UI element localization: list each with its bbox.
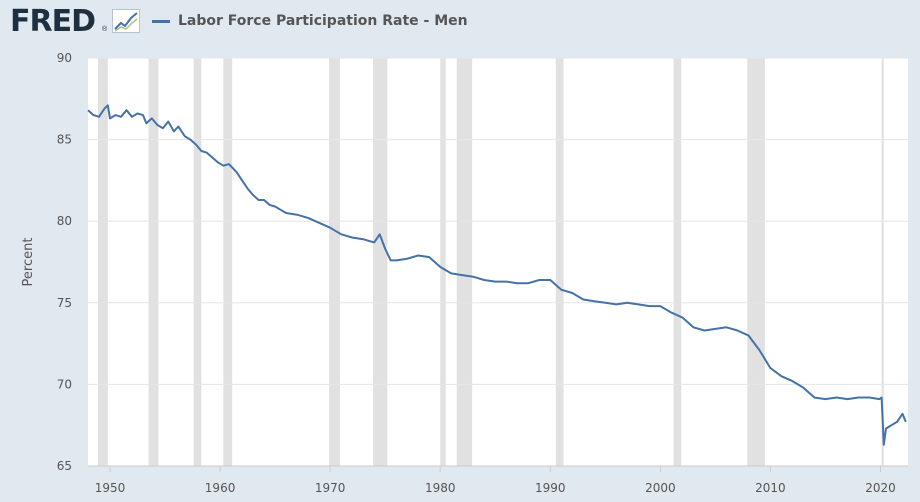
recession-band [148,58,159,466]
y-axis-label: Percent [21,238,36,287]
recession-band [456,58,473,466]
series-layer [87,104,907,446]
y-tick-label: 80 [57,214,72,228]
recession-band [440,58,446,466]
fred-logo[interactable]: FRED [10,4,96,40]
legend-swatch [152,19,170,23]
x-tick-label: 1960 [205,481,236,495]
recession-band [97,58,108,466]
x-tick-label: 1970 [315,481,346,495]
header: FRED ® Labor Force Participation Rate - … [0,0,920,44]
legend-label: Labor Force Participation Rate - Men [178,13,468,29]
x-tick-label: 1950 [95,481,126,495]
y-tick-label: 75 [57,296,72,310]
x-tick-label: 1980 [425,481,456,495]
recession-bands [97,58,884,466]
recession-band [373,58,388,466]
recession-band [223,58,233,466]
series-line[interactable] [87,104,907,446]
gridlines [88,57,908,467]
recession-band [673,58,682,466]
x-axis-ticks: 1950 1960 1970 1980 1990 2000 2010 2020 [95,466,896,495]
recession-band [329,58,341,466]
recession-band [193,58,202,466]
logo-text: FRED [10,4,96,39]
x-tick-label: 2000 [645,481,676,495]
x-tick-label: 2020 [865,481,896,495]
y-tick-label: 85 [57,133,72,147]
recession-band [555,58,564,466]
x-tick-label: 2010 [755,481,786,495]
y-tick-label: 70 [57,377,72,391]
recession-band [747,58,765,466]
plot-area [88,58,908,466]
legend[interactable]: Labor Force Participation Rate - Men [152,10,468,32]
y-tick-label: 65 [57,459,72,473]
y-tick-label: 90 [57,51,72,65]
line-graph-icon [112,9,140,33]
recession-band [881,58,884,466]
registered-mark: ® [102,26,108,33]
x-tick-label: 1990 [535,481,566,495]
y-axis-ticks: 65 70 75 80 85 90 [57,51,72,473]
